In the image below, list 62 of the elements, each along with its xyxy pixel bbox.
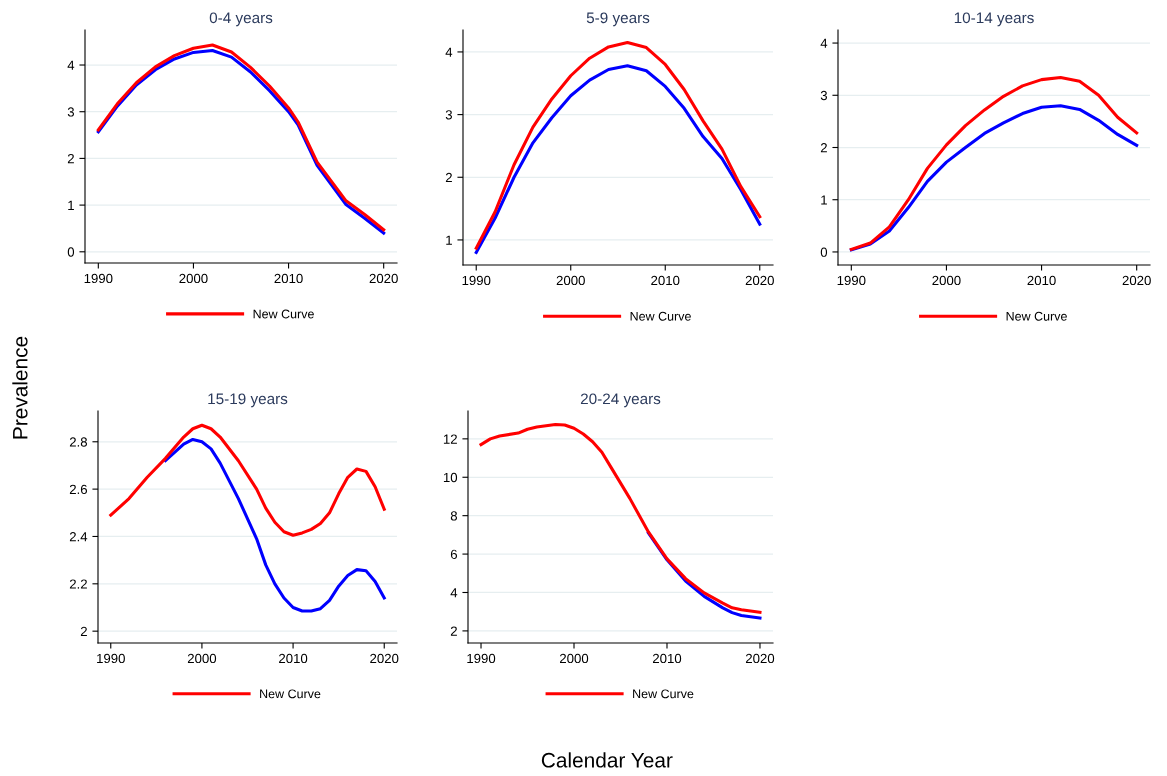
x-tick-label: 2010 bbox=[1027, 275, 1056, 286]
x-tick-label: 2000 bbox=[187, 653, 217, 664]
x-tick-label: 2010 bbox=[651, 275, 680, 286]
y-tick-label: 1 bbox=[68, 200, 74, 210]
y-tick-label: 0 bbox=[67, 247, 75, 257]
y-tick-label: 4 bbox=[450, 588, 458, 598]
x-tick-label: 2010 bbox=[274, 273, 303, 284]
y-tick-label: 6 bbox=[450, 549, 457, 559]
chart-title: 5-9 years bbox=[586, 12, 650, 27]
line-series bbox=[163, 437, 386, 613]
x-tick-label: 2010 bbox=[652, 653, 682, 664]
x-tick-label: 2020 bbox=[745, 653, 775, 664]
y-tick-label: 2.4 bbox=[69, 532, 88, 542]
y-tick-label: 0 bbox=[820, 247, 828, 257]
line-series bbox=[109, 423, 386, 537]
y-tick-label: 4 bbox=[820, 38, 828, 48]
line-series bbox=[849, 104, 1139, 252]
y-tick-label: 1 bbox=[446, 235, 452, 245]
text: New Curve bbox=[633, 689, 694, 699]
text: New Curve bbox=[1006, 311, 1067, 321]
y-tick-label: 1 bbox=[821, 195, 827, 205]
y-axis-title: Prevalence bbox=[12, 336, 28, 439]
line-series bbox=[479, 422, 762, 614]
y-tick-label: 3 bbox=[820, 90, 827, 101]
x-tick-label: 1990 bbox=[84, 273, 113, 284]
x-tick-label: 1990 bbox=[467, 653, 496, 664]
x-tick-label: 2000 bbox=[179, 273, 208, 284]
x-tick-label: 2010 bbox=[279, 653, 308, 664]
x-tick-label: 2000 bbox=[560, 653, 589, 664]
y-tick-label: 2 bbox=[80, 626, 87, 636]
x-tick-label: 1990 bbox=[97, 653, 125, 664]
chart-title: 20-24 years bbox=[580, 393, 661, 408]
y-tick-label: 12 bbox=[443, 434, 457, 444]
text: New Curve bbox=[260, 689, 321, 699]
x-axis-title: Calendar Year bbox=[541, 752, 673, 768]
y-tick-label: 8 bbox=[450, 511, 458, 521]
x-tick-label: 2000 bbox=[932, 275, 961, 286]
chart-title: 0-4 years bbox=[209, 12, 273, 27]
y-tick-label: 3 bbox=[67, 107, 74, 117]
y-tick-label: 2 bbox=[67, 153, 74, 164]
y-tick-label: 4 bbox=[67, 60, 75, 70]
chart-title: 10-14 years bbox=[954, 12, 1034, 27]
y-tick-label: 2.6 bbox=[69, 484, 88, 495]
x-tick-label: 1990 bbox=[837, 275, 866, 286]
y-tick-label: 2 bbox=[820, 143, 827, 153]
y-tick-label: 10 bbox=[443, 472, 458, 483]
y-tick-label: 2 bbox=[450, 626, 457, 636]
x-tick-label: 1990 bbox=[462, 275, 491, 286]
y-tick-label: 4 bbox=[445, 47, 453, 57]
x-tick-label: 2020 bbox=[370, 653, 399, 664]
x-tick-label: 2000 bbox=[556, 275, 585, 286]
x-tick-label: 2020 bbox=[1122, 275, 1151, 286]
text: New Curve bbox=[630, 311, 691, 321]
text: New Curve bbox=[253, 309, 314, 319]
y-tick-label: 2.8 bbox=[69, 437, 88, 447]
chart-title: 15-19 years bbox=[208, 393, 288, 408]
y-tick-label: 2 bbox=[445, 172, 452, 183]
line-series bbox=[849, 75, 1139, 251]
x-tick-label: 2020 bbox=[369, 273, 398, 284]
y-tick-label: 3 bbox=[445, 110, 452, 120]
x-tick-label: 2020 bbox=[745, 275, 774, 286]
y-tick-label: 2.2 bbox=[69, 579, 87, 589]
